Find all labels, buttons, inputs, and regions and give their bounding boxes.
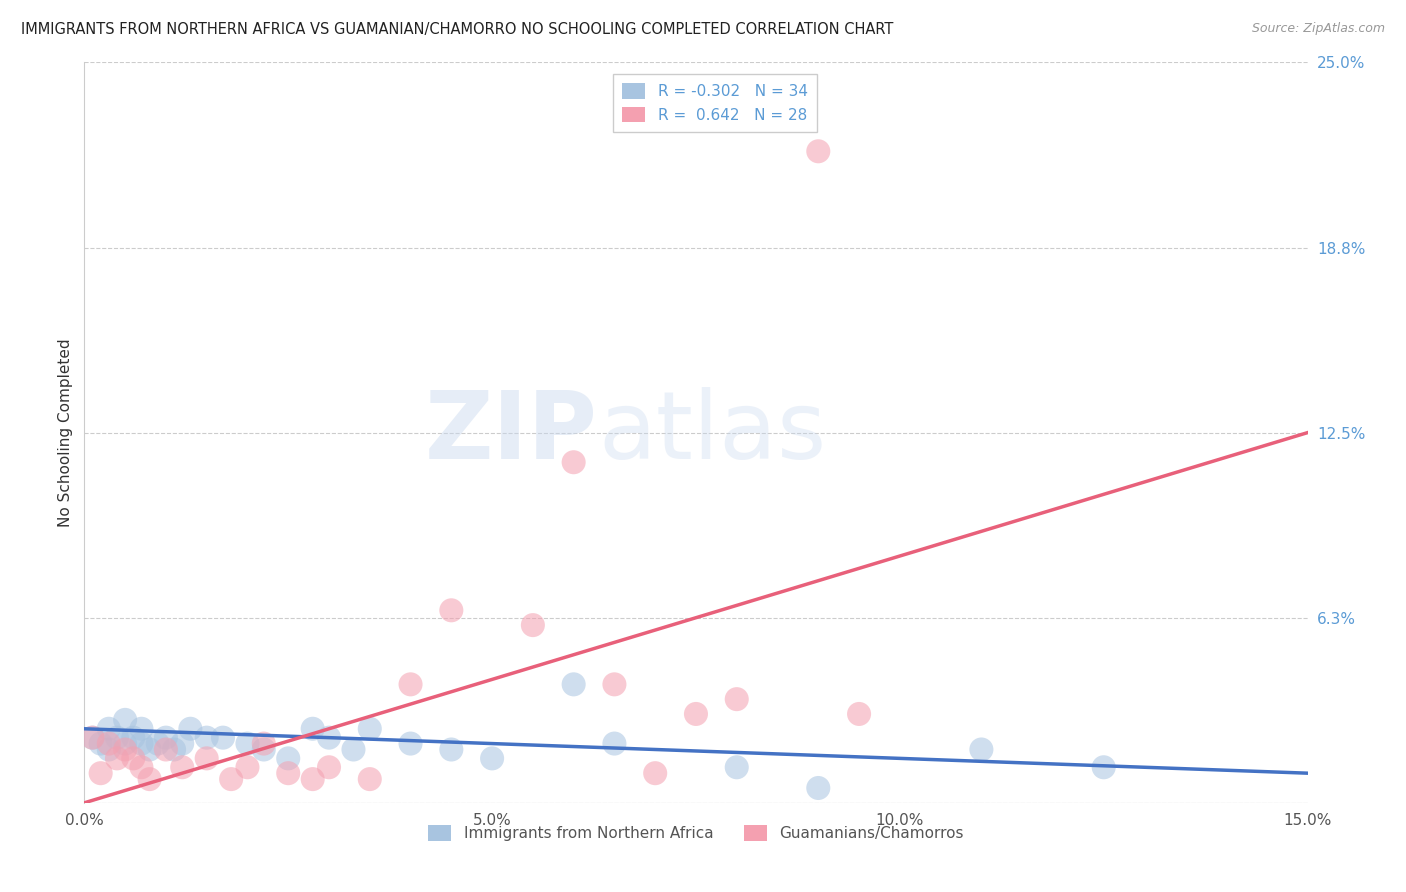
- Point: [440, 603, 463, 617]
- Point: [131, 722, 153, 736]
- Point: [236, 737, 259, 751]
- Point: [90, 737, 112, 751]
- Point: [172, 760, 194, 774]
- Point: [155, 731, 177, 745]
- Point: [277, 751, 299, 765]
- Point: [97, 722, 120, 736]
- Point: [114, 737, 136, 751]
- Point: [212, 731, 235, 745]
- Point: [318, 731, 340, 745]
- Point: [440, 742, 463, 756]
- Point: [97, 742, 120, 756]
- Point: [253, 742, 276, 756]
- Point: [848, 706, 870, 721]
- Text: IMMIGRANTS FROM NORTHERN AFRICA VS GUAMANIAN/CHAMORRO NO SCHOOLING COMPLETED COR: IMMIGRANTS FROM NORTHERN AFRICA VS GUAMA…: [21, 22, 893, 37]
- Point: [114, 742, 136, 756]
- Point: [163, 742, 186, 756]
- Point: [277, 766, 299, 780]
- Point: [155, 742, 177, 756]
- Point: [399, 677, 422, 691]
- Point: [725, 760, 748, 774]
- Point: [562, 677, 585, 691]
- Point: [342, 742, 364, 756]
- Point: [236, 760, 259, 774]
- Point: [644, 766, 666, 780]
- Point: [301, 722, 323, 736]
- Point: [195, 731, 218, 745]
- Point: [105, 731, 128, 745]
- Point: [318, 760, 340, 774]
- Point: [146, 737, 169, 751]
- Point: [114, 713, 136, 727]
- Point: [522, 618, 544, 632]
- Legend: Immigrants from Northern Africa, Guamanians/Chamorros: Immigrants from Northern Africa, Guamani…: [422, 819, 970, 847]
- Point: [301, 772, 323, 786]
- Text: Source: ZipAtlas.com: Source: ZipAtlas.com: [1251, 22, 1385, 36]
- Point: [179, 722, 201, 736]
- Point: [131, 760, 153, 774]
- Point: [603, 677, 626, 691]
- Point: [122, 731, 145, 745]
- Point: [138, 742, 160, 756]
- Point: [122, 751, 145, 765]
- Point: [97, 737, 120, 751]
- Point: [82, 731, 104, 745]
- Text: atlas: atlas: [598, 386, 827, 479]
- Point: [685, 706, 707, 721]
- Point: [82, 731, 104, 745]
- Point: [603, 737, 626, 751]
- Point: [253, 737, 276, 751]
- Point: [359, 722, 381, 736]
- Point: [725, 692, 748, 706]
- Point: [172, 737, 194, 751]
- Point: [131, 737, 153, 751]
- Point: [219, 772, 242, 786]
- Point: [138, 772, 160, 786]
- Point: [90, 766, 112, 780]
- Point: [807, 145, 830, 159]
- Point: [562, 455, 585, 469]
- Y-axis label: No Schooling Completed: No Schooling Completed: [58, 338, 73, 527]
- Point: [807, 780, 830, 795]
- Point: [105, 751, 128, 765]
- Point: [195, 751, 218, 765]
- Text: ZIP: ZIP: [425, 386, 598, 479]
- Point: [970, 742, 993, 756]
- Point: [481, 751, 503, 765]
- Point: [399, 737, 422, 751]
- Point: [359, 772, 381, 786]
- Point: [1092, 760, 1115, 774]
